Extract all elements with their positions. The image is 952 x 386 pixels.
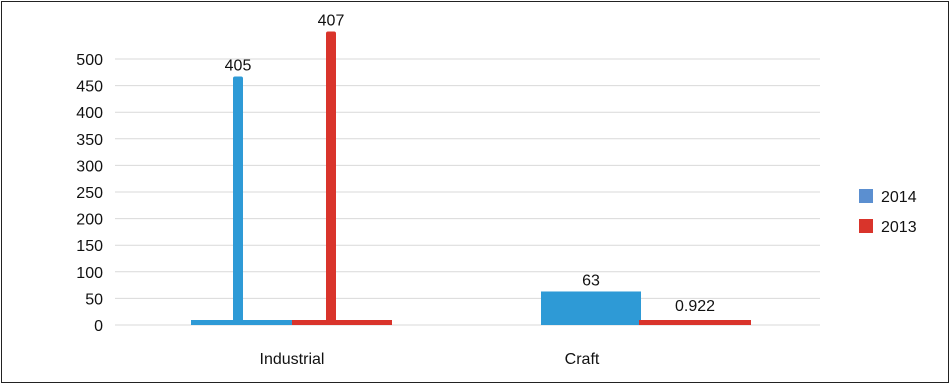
legend-swatch-2014	[859, 189, 873, 203]
y-tick-label: 100	[76, 265, 103, 282]
data-label-2014-Industrial: 405	[225, 58, 252, 75]
legend-swatch-2013	[859, 219, 873, 233]
data-labels: 405 407 63 0.922	[225, 12, 715, 315]
legend: 2014 2013	[859, 189, 917, 236]
y-tick-label: 200	[76, 212, 103, 229]
legend-label: 2014	[881, 189, 917, 206]
bar-2014-Craft	[541, 291, 641, 325]
y-tick-label: 0	[94, 318, 103, 335]
bar-base-2013-Industrial	[292, 320, 392, 325]
legend-label: 2013	[881, 219, 917, 236]
bar-2013-Craft	[639, 320, 751, 325]
bars	[191, 31, 751, 325]
gridlines	[115, 58, 820, 326]
y-tick-label: 350	[76, 132, 103, 149]
y-tick-label: 50	[85, 291, 103, 308]
y-axis-tick-labels: 0 50 100 150 200 250 300 350 400 450 500	[76, 52, 103, 335]
y-tick-label: 500	[76, 52, 103, 69]
y-tick-label: 450	[76, 79, 103, 96]
category-label: Craft	[565, 351, 600, 368]
x-axis-category-labels: Industrial Craft	[260, 351, 600, 368]
data-label-2014-Craft: 63	[582, 272, 600, 289]
bar-2013-Industrial	[326, 31, 336, 325]
data-label-2013-Industrial: 407	[318, 12, 345, 29]
category-label: Industrial	[260, 351, 325, 368]
y-tick-label: 400	[76, 105, 103, 122]
data-label-2013-Craft: 0.922	[675, 298, 715, 315]
y-tick-label: 150	[76, 238, 103, 255]
y-tick-label: 300	[76, 158, 103, 175]
bar-2014-Industrial	[233, 76, 243, 325]
y-tick-label: 250	[76, 185, 103, 202]
